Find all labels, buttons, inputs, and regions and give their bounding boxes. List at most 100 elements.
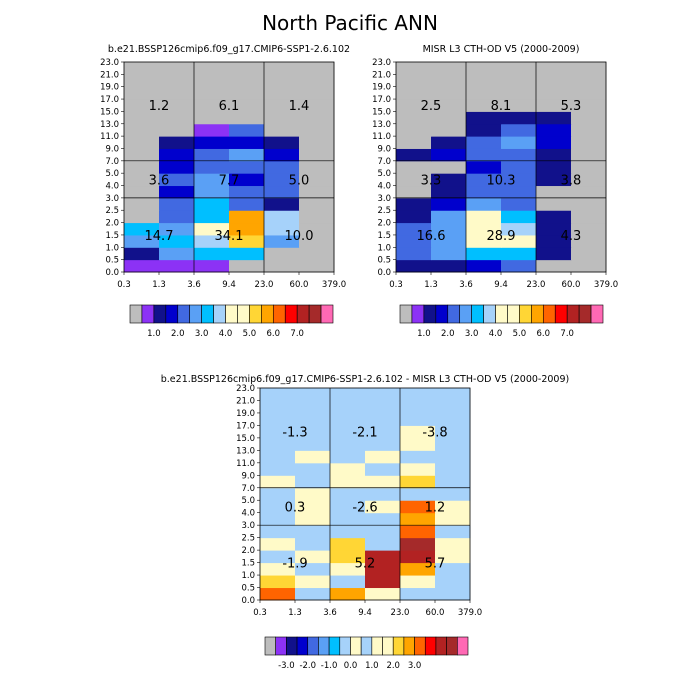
- heatmap-cell: [229, 86, 265, 100]
- heatmap-panel-3: b.e21.BSSP126cmip6.f09_g17.CMIP6-SSP1-2.…: [161, 374, 569, 671]
- heatmap-cell: [400, 388, 436, 401]
- heatmap-cell: [124, 62, 160, 75]
- y-tick-label: 17.0: [100, 95, 119, 105]
- heatmap-cell: [299, 197, 335, 211]
- region-sum-label: 28.9: [487, 229, 516, 244]
- y-tick-label: 1.0: [105, 243, 119, 253]
- heatmap-cell: [431, 62, 467, 75]
- heatmap-cell: [159, 74, 195, 88]
- heatmap-cell: [264, 173, 300, 187]
- colorbar-box: [129, 304, 143, 324]
- heatmap-cell: [466, 136, 502, 149]
- x-tick-label: 379.0: [322, 280, 346, 290]
- colorbar-box: [308, 304, 322, 324]
- region-sum-label: 6.1: [219, 99, 240, 114]
- heatmap-cell: [124, 99, 160, 112]
- colorbar-label: 3.0: [465, 329, 479, 339]
- heatmap-cell: [435, 388, 471, 401]
- colorbar-box: [249, 304, 262, 324]
- heatmap-cell: [229, 99, 265, 112]
- heatmap-cell: [396, 234, 432, 248]
- colorbar-box: [307, 636, 319, 656]
- heatmap-cell: [501, 74, 537, 88]
- y-tick-label: 3.0: [241, 521, 255, 531]
- heatmap-cell: [396, 111, 432, 125]
- region-sum-label: 8.1: [491, 99, 512, 114]
- region-sum-label: -1.3: [282, 426, 307, 441]
- heatmap-cell: [260, 537, 296, 551]
- heatmap-cell: [466, 259, 502, 273]
- heatmap-cell: [501, 234, 537, 248]
- colorbar-box: [225, 304, 238, 324]
- y-tick-label: 0.5: [377, 256, 391, 266]
- heatmap-cell: [295, 550, 331, 564]
- heatmap-cell: [264, 210, 300, 224]
- y-tick-label: 9.0: [377, 144, 391, 154]
- heatmap-cell: [536, 247, 572, 261]
- heatmap-cell: [299, 136, 335, 149]
- colorbar-label: 7.0: [560, 329, 574, 339]
- heatmap-cell: [264, 259, 300, 273]
- heatmap-cell: [330, 475, 366, 489]
- heatmap-cell: [260, 562, 296, 576]
- heatmap-cell: [124, 234, 160, 248]
- heatmap-cell: [536, 197, 572, 211]
- heatmap-cell: [365, 512, 401, 526]
- colorbar-box: [275, 636, 287, 656]
- heatmap-cell: [264, 111, 300, 125]
- heatmap-cell: [330, 388, 366, 401]
- heatmap-cell: [159, 123, 195, 137]
- heatmap-cell: [365, 500, 401, 514]
- heatmap-cell: [295, 575, 331, 589]
- heatmap-cell: [124, 222, 160, 236]
- y-tick-label: 13.0: [372, 120, 391, 130]
- heatmap-cell: [435, 475, 471, 489]
- region-sum-label: 1.2: [149, 99, 170, 114]
- colorbar-box: [328, 636, 341, 656]
- heatmap-cell: [260, 500, 296, 514]
- heatmap-cell: [299, 86, 335, 100]
- heatmap-cell: [330, 400, 366, 414]
- y-tick-label: 0.0: [105, 268, 119, 278]
- colorbar-box: [284, 304, 298, 324]
- x-tick-label: 60.0: [426, 608, 445, 618]
- heatmap-cell: [571, 247, 607, 261]
- colorbar-label: 7.0: [290, 329, 304, 339]
- x-tick-label: 3.6: [323, 608, 337, 618]
- colorbar-label: -1.0: [321, 661, 338, 671]
- heatmap-cell: [229, 222, 265, 236]
- heatmap-cell: [536, 173, 572, 187]
- heatmap-cell: [571, 160, 607, 174]
- heatmap-cell: [466, 148, 502, 162]
- heatmap-cell: [536, 74, 572, 88]
- colorbar-label: 5.0: [243, 329, 257, 339]
- heatmap-cell: [299, 259, 335, 273]
- heatmap-cell: [365, 437, 401, 451]
- heatmap-cell: [571, 197, 607, 211]
- heatmap-cell: [536, 62, 572, 75]
- colorbar-label: 0.0: [344, 661, 358, 671]
- heatmap-cell: [330, 587, 366, 601]
- heatmap-cell: [400, 562, 436, 576]
- heatmap-cell: [330, 500, 366, 514]
- heatmap-cell: [194, 247, 230, 261]
- heatmap-cell: [536, 123, 572, 137]
- heatmap-cell: [260, 437, 296, 451]
- heatmap-cell: [124, 86, 160, 100]
- heatmap-cell: [295, 462, 331, 476]
- y-tick-label: 15.0: [236, 434, 255, 444]
- heatmap-cell: [400, 487, 436, 501]
- heatmap-cell: [229, 210, 265, 224]
- heatmap-cell: [536, 111, 572, 125]
- y-tick-label: 0.5: [241, 584, 255, 594]
- colorbar-box: [189, 304, 202, 324]
- heatmap-cell: [260, 388, 296, 401]
- heatmap-cell: [194, 234, 230, 248]
- heatmap-cell: [194, 259, 230, 273]
- heatmap-cell: [194, 148, 230, 162]
- heatmap-cell: [159, 173, 195, 187]
- panel-title: b.e21.BSSP126cmip6.f09_g17.CMIP6-SSP1-2.…: [161, 374, 569, 385]
- region-sum-label: 34.1: [215, 229, 244, 244]
- heatmap-cell: [571, 148, 607, 162]
- y-tick-label: 23.0: [372, 58, 391, 68]
